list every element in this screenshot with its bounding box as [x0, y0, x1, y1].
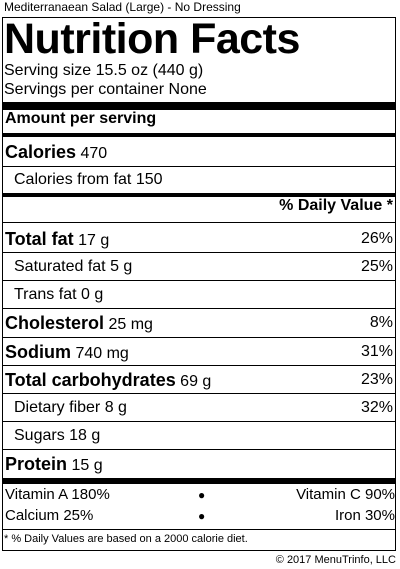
nutrient-amount: 25 mg	[108, 316, 153, 333]
nutrient-row-total-carbohydrates: Total carbohydrates 69 g 23%	[3, 366, 395, 394]
divider	[3, 222, 395, 223]
nutrient-label: Total fat	[5, 229, 74, 249]
calories-label: Calories	[5, 142, 77, 162]
nutrient-amount: 18 g	[69, 427, 101, 444]
nutrient-dv: 32%	[360, 399, 393, 416]
nutrient-amount: 740 mg	[75, 345, 129, 362]
nutrient-amount: 15 g	[71, 457, 103, 474]
divider	[3, 393, 395, 394]
divider	[3, 529, 395, 530]
thick-divider	[3, 102, 395, 110]
nutrient-label: Dietary fiber	[14, 399, 101, 416]
nutrient-amount: 5 g	[110, 258, 133, 275]
nutrient-amount: 0 g	[81, 286, 104, 303]
nutrient-label: Cholesterol	[5, 313, 105, 333]
calories-from-fat: Calories from fat 150	[14, 171, 163, 188]
daily-value-header-row: % Daily Value *	[3, 192, 395, 220]
daily-value-header: % Daily Value *	[279, 197, 393, 214]
nutrient-label: Saturated fat	[14, 258, 106, 275]
nutrient-row-protein: Protein 15 g	[3, 450, 395, 478]
nutrient-amount: 8 g	[104, 399, 127, 416]
vitamin-right: Vitamin C 90%	[296, 486, 395, 503]
nutrient-dv: 26%	[360, 230, 393, 247]
divider	[3, 365, 395, 366]
nutrient-label: Total carbohydrates	[5, 370, 176, 390]
divider	[3, 252, 395, 253]
divider	[3, 421, 395, 422]
nutrient-row-saturated-fat: Saturated fat 5 g 25%	[3, 253, 395, 281]
nutrition-label	[2, 17, 396, 551]
nutrient-label: Trans fat	[14, 286, 77, 303]
nutrient-dv: 25%	[360, 258, 393, 275]
nutrient-row-sugars: Sugars 18 g	[3, 422, 395, 450]
calories-from-fat-row: Calories from fat 150	[3, 166, 395, 194]
calories-row: Calories 470	[3, 138, 395, 166]
label-title: Nutrition Facts	[4, 15, 300, 63]
item-caption: Mediterranaean Salad (Large) - No Dressi…	[4, 0, 241, 14]
vitamin-left: Vitamin A 180%	[5, 486, 110, 503]
divider	[3, 280, 395, 281]
divider	[3, 337, 395, 338]
divider	[3, 166, 395, 167]
nutrient-row-cholesterol: Cholesterol 25 mg 8%	[3, 309, 395, 337]
calories-value: 470	[80, 145, 108, 162]
nutrient-dv: 31%	[360, 343, 393, 360]
nutrient-dv: 23%	[360, 371, 393, 388]
divider	[3, 449, 395, 450]
nutrient-row-dietary-fiber: Dietary fiber 8 g 32%	[3, 394, 395, 422]
nutrient-amount: 69 g	[180, 373, 212, 390]
vitamin-left: Calcium 25%	[5, 507, 94, 524]
medium-divider	[3, 133, 395, 137]
bullet-separator: ●	[198, 488, 206, 502]
nutrient-row-trans-fat: Trans fat 0 g	[3, 281, 395, 309]
amount-per-serving-row: Amount per serving	[3, 104, 395, 132]
divider	[3, 308, 395, 309]
nutrient-label: Sodium	[5, 342, 71, 362]
nutrient-dv: 8%	[369, 314, 393, 331]
nutrient-row-total-fat: Total fat 17 g 26%	[3, 225, 395, 253]
thick-divider	[3, 478, 395, 484]
copyright: © 2017 MenuTrinfo, LLC	[275, 554, 396, 566]
medium-divider	[3, 193, 395, 197]
nutrient-label: Protein	[5, 454, 68, 474]
footnote: * % Daily Values are based on a 2000 cal…	[4, 533, 248, 545]
amount-per-serving-label: Amount per serving	[5, 110, 157, 127]
bullet-separator: ●	[198, 509, 206, 523]
serving-size: Serving size 15.5 oz (440 g)	[4, 62, 204, 79]
nutrient-label: Sugars	[14, 427, 65, 444]
servings-per-container: Servings per container None	[4, 81, 207, 98]
nutrient-row-sodium: Sodium 740 mg 31%	[3, 338, 395, 366]
vitamin-right: Iron 30%	[334, 507, 395, 524]
nutrient-amount: 17 g	[78, 232, 110, 249]
